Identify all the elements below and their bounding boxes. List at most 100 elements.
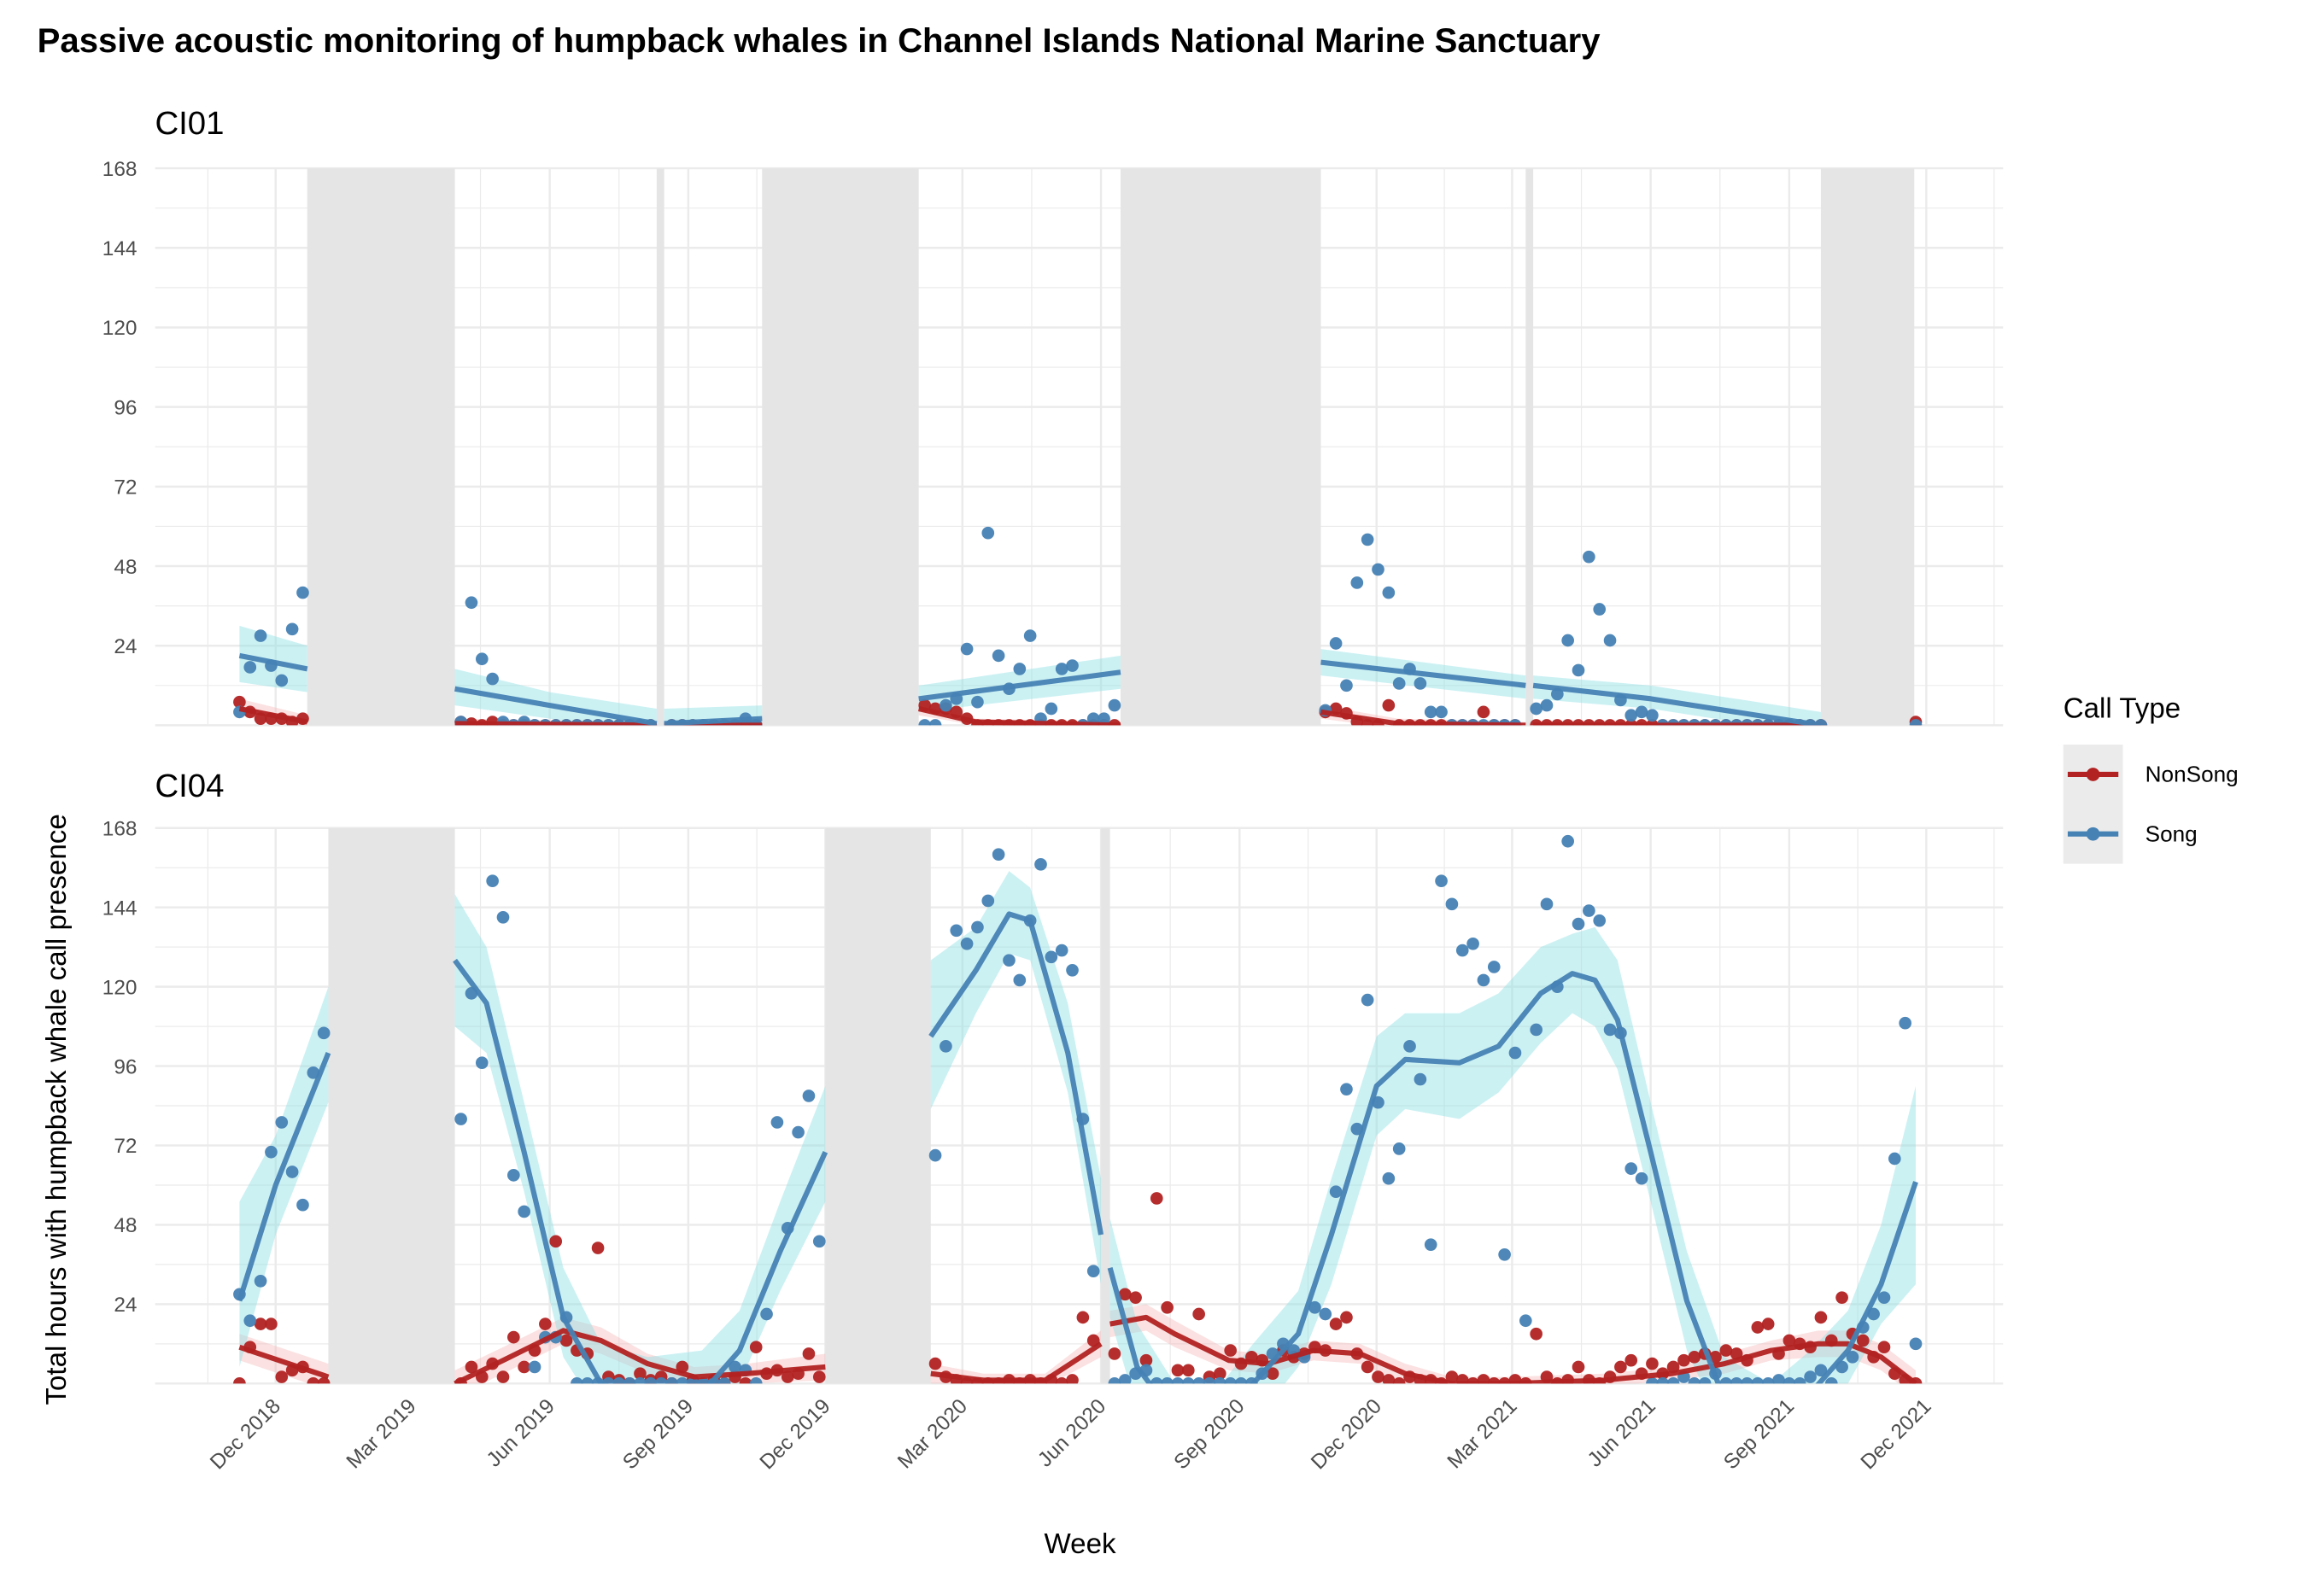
song-trend-line bbox=[664, 716, 763, 726]
nonsong-point bbox=[1192, 1307, 1205, 1321]
nonsong-point bbox=[1614, 1360, 1627, 1374]
nonsong-point bbox=[317, 1377, 331, 1384]
legend-key-song-dot bbox=[2086, 827, 2100, 841]
x-tick-label: Mar 2021 bbox=[1443, 1394, 1522, 1473]
song-confidence-band bbox=[1109, 926, 1917, 1384]
nonsong-trend-line bbox=[1109, 1314, 1917, 1384]
song-point bbox=[1086, 712, 1100, 725]
panel-label-ci04: CI04 bbox=[155, 768, 224, 804]
song-point bbox=[1804, 1370, 1817, 1383]
x-tick-label: Sep 2019 bbox=[618, 1394, 698, 1474]
nonsong-point bbox=[1066, 1374, 1079, 1384]
nonsong-point bbox=[307, 1377, 320, 1384]
song-point bbox=[1086, 1265, 1100, 1277]
song-point bbox=[243, 661, 257, 674]
no-data-period bbox=[307, 168, 455, 726]
x-tick-label: Dec 2021 bbox=[1857, 1394, 1936, 1474]
song-point bbox=[254, 1274, 267, 1288]
x-tick-label: Dec 2019 bbox=[756, 1394, 835, 1474]
song-point bbox=[792, 1125, 805, 1139]
song-point bbox=[571, 1377, 583, 1384]
song-point bbox=[634, 1377, 647, 1384]
song-point bbox=[285, 1166, 299, 1178]
nonsong-point bbox=[1224, 1344, 1238, 1357]
nonsong-point bbox=[812, 1370, 826, 1383]
song-point bbox=[802, 1090, 816, 1102]
song-point bbox=[1382, 1171, 1396, 1185]
song-point bbox=[1909, 1337, 1923, 1351]
song-point bbox=[1783, 1377, 1796, 1384]
song-point bbox=[950, 924, 963, 938]
nonsong-point bbox=[1624, 1353, 1638, 1367]
song-point bbox=[265, 1145, 278, 1159]
nonsong-point bbox=[233, 695, 246, 709]
song-point bbox=[465, 596, 478, 610]
song-point bbox=[1192, 1377, 1205, 1384]
y-tick-label: 168 bbox=[102, 817, 138, 840]
nonsong-point bbox=[1372, 1370, 1384, 1383]
song-point bbox=[918, 719, 932, 726]
nonsong-point bbox=[1055, 1377, 1068, 1384]
song-point bbox=[1234, 1377, 1248, 1384]
song-point bbox=[676, 1377, 689, 1384]
song-point bbox=[1414, 1072, 1427, 1086]
song-point bbox=[1466, 937, 1479, 950]
nonsong-point bbox=[1150, 1192, 1163, 1205]
song-point bbox=[1424, 705, 1437, 719]
nonsong-point bbox=[1530, 1327, 1543, 1341]
nonsong-point bbox=[1382, 1374, 1396, 1384]
song-point bbox=[1593, 603, 1607, 616]
nonsong-point bbox=[781, 1370, 794, 1383]
song-point bbox=[1013, 973, 1027, 987]
nonsong-point bbox=[1118, 1288, 1132, 1301]
song-point bbox=[1150, 1377, 1163, 1384]
nonsong-point bbox=[1329, 1317, 1343, 1330]
song-point bbox=[1624, 1162, 1638, 1175]
nonsong-point bbox=[1783, 1334, 1796, 1347]
song-point bbox=[1403, 1040, 1416, 1053]
song-point bbox=[1203, 1377, 1216, 1384]
song-point bbox=[1161, 1377, 1174, 1384]
nonsong-point bbox=[1108, 1347, 1121, 1360]
nonsong-trend-line bbox=[238, 705, 308, 725]
song-point bbox=[644, 1377, 658, 1384]
song-point bbox=[1698, 1377, 1712, 1384]
song-point bbox=[1530, 702, 1543, 716]
nonsong-point bbox=[1477, 705, 1490, 719]
legend-label-nonsong: NonSong bbox=[2145, 762, 2239, 787]
nonsong-point bbox=[1477, 1374, 1490, 1384]
song-point bbox=[1624, 709, 1638, 722]
song-point bbox=[1656, 1377, 1670, 1384]
nonsong-point bbox=[591, 1242, 605, 1254]
song-point bbox=[1603, 634, 1617, 647]
song-point bbox=[1730, 1377, 1743, 1384]
y-tick-label: 72 bbox=[114, 1135, 137, 1158]
x-tick-label: Mar 2019 bbox=[342, 1394, 421, 1473]
song-confidence-band bbox=[239, 986, 329, 1367]
no-data-period bbox=[1525, 168, 1534, 726]
song-trend-line bbox=[454, 686, 658, 726]
song-point bbox=[960, 642, 974, 656]
song-point bbox=[1719, 1377, 1733, 1384]
song-point bbox=[928, 719, 942, 726]
song-point bbox=[1646, 709, 1659, 722]
nonsong-point bbox=[275, 1370, 289, 1383]
song-point bbox=[1066, 963, 1079, 977]
y-tick-label: 144 bbox=[102, 237, 138, 260]
nonsong-trend-line bbox=[454, 1328, 826, 1384]
nonsong-point bbox=[1508, 1374, 1522, 1384]
legend-label-song: Song bbox=[2145, 821, 2198, 846]
song-point bbox=[1435, 874, 1448, 888]
song-point bbox=[1023, 629, 1037, 642]
song-point bbox=[717, 1377, 731, 1384]
song-point bbox=[1108, 1377, 1121, 1384]
nonsong-point bbox=[518, 1360, 531, 1374]
song-point bbox=[1118, 1374, 1132, 1384]
x-tick-label: Jun 2021 bbox=[1583, 1394, 1660, 1471]
panel-data bbox=[233, 834, 1923, 1384]
nonsong-trend-line bbox=[930, 1341, 1103, 1383]
song-point bbox=[1561, 634, 1575, 647]
song-point bbox=[665, 1377, 678, 1384]
song-point bbox=[1583, 550, 1595, 564]
song-point bbox=[1108, 698, 1121, 712]
